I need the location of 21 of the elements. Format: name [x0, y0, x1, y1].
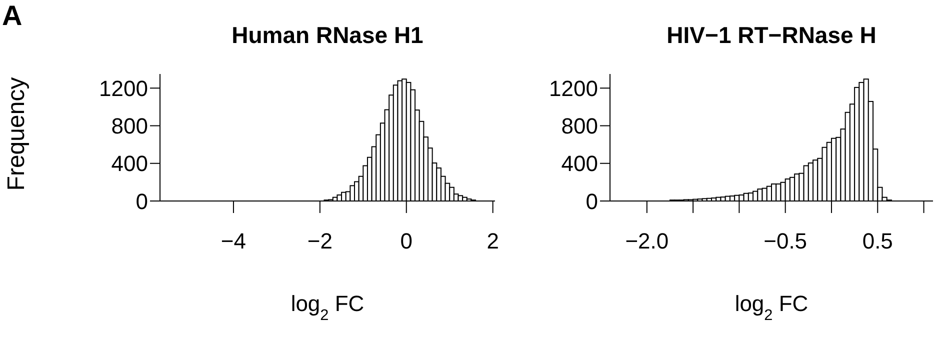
x-tick-label: 0 [400, 228, 413, 254]
y-tick-label: 400 [111, 151, 148, 176]
x-tick-label: −2.0 [625, 228, 669, 254]
x-tick-label: 0.5 [862, 228, 893, 254]
text: A [2, 0, 22, 32]
x-tick-label: −4 [220, 228, 246, 254]
x-axis-title: log$_{2}$FC [734, 291, 808, 324]
chart-title: HIV−1 RT−RNase H [666, 22, 878, 49]
chart-title: Human RNase H1 [230, 22, 424, 49]
x-tick-label: −2 [307, 228, 332, 254]
y-tick-label: 0 [136, 188, 148, 214]
y-tick-label: 800 [111, 114, 148, 139]
x-axis-title: log$_{2}$FC [290, 291, 364, 324]
y-tick-label: 1200 [549, 76, 598, 101]
x-tick-label: −0.5 [764, 228, 808, 254]
y-tick-label: 1200 [99, 76, 148, 101]
y-tick-label: 0 [586, 188, 598, 214]
y-axis-title: Frequency [3, 77, 30, 191]
x-tick-label: 2 [486, 228, 499, 254]
y-tick-label: 800 [561, 114, 598, 139]
y-tick-label: 400 [561, 151, 598, 176]
